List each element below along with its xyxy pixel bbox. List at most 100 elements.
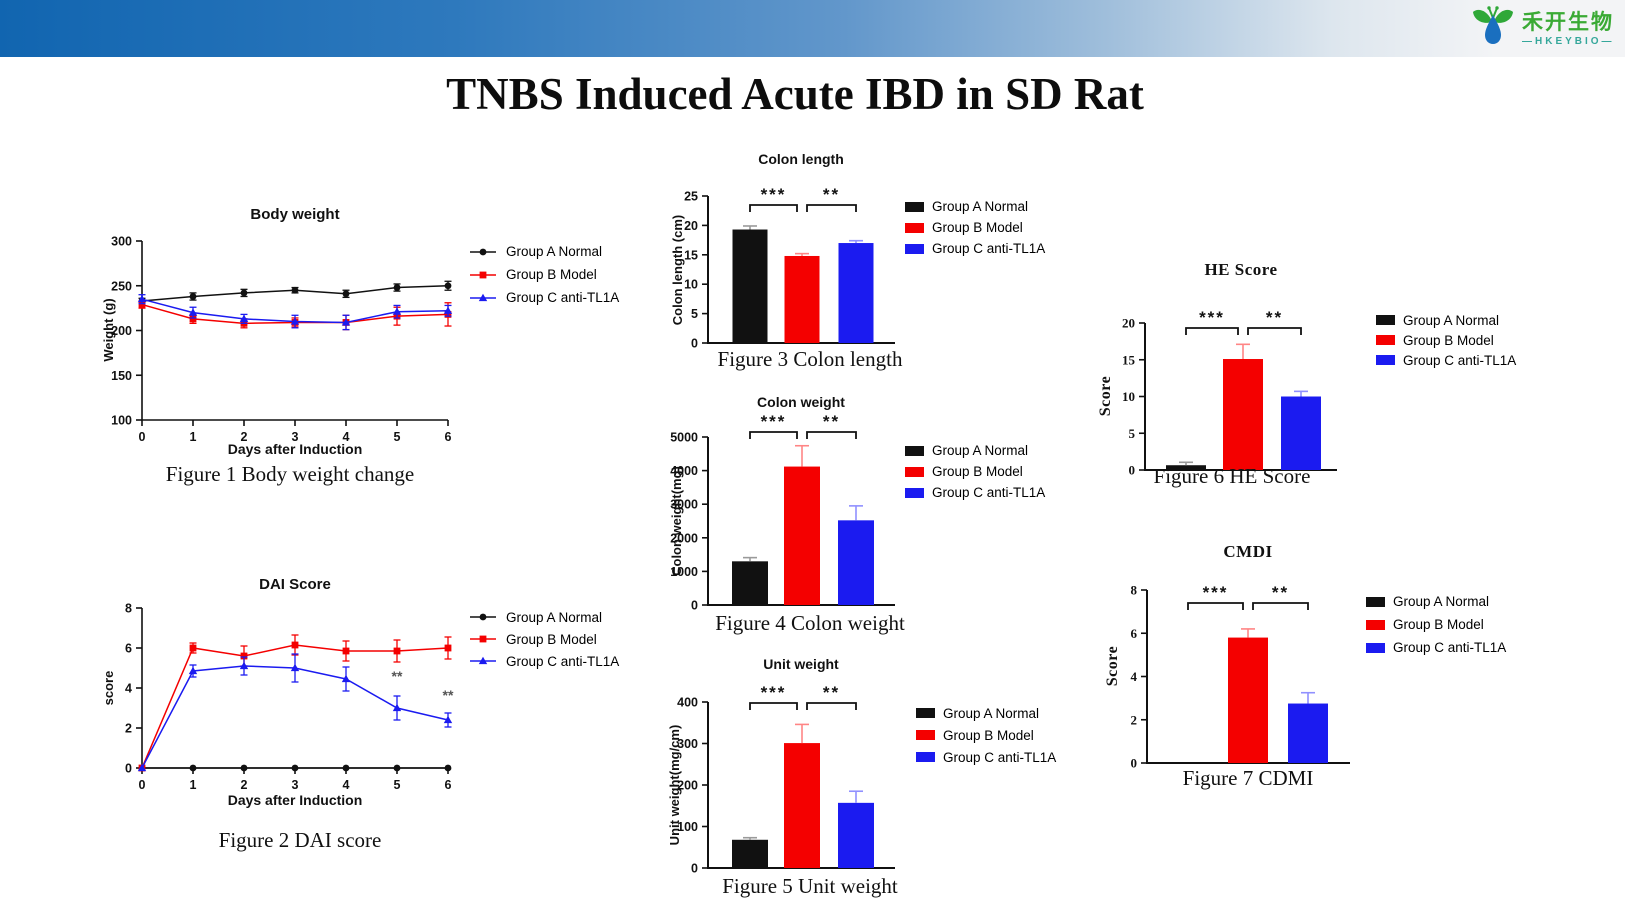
svg-text:10: 10 — [1122, 389, 1135, 404]
svg-text:100: 100 — [111, 414, 132, 428]
figure-1-xlabel: Days after Induction — [227, 441, 363, 457]
figure-3-caption: Figure 3 Colon length — [717, 347, 903, 371]
figure-3-legend: Group A Normal Group B Model Group C ant… — [905, 196, 1045, 259]
svg-text:0: 0 — [1131, 756, 1138, 771]
svg-text:6: 6 — [1131, 626, 1138, 641]
figure-7-legend: Group A Normal Group B Model Group C ant… — [1366, 590, 1506, 659]
line-triangle-marker-icon — [468, 654, 498, 668]
legend-item-group-a: Group A Normal — [905, 440, 1045, 461]
legend-item-group-b: Group B Model — [1366, 613, 1506, 636]
blue-swatch-icon — [905, 487, 924, 498]
legend-item-group-c: Group C anti-TL1A — [905, 482, 1045, 503]
legend-item-group-c: Group C anti-TL1A — [1366, 636, 1506, 659]
svg-text:0: 0 — [139, 778, 146, 792]
blue-swatch-icon — [916, 752, 935, 762]
red-swatch-icon — [905, 466, 924, 477]
figure-2-chart: 0 2 4 6 8 0 1 2 3 4 5 6 ** ** — [125, 602, 454, 793]
black-swatch-icon — [1376, 315, 1395, 325]
figure-2-legend: Group A Normal Group B Model Group C ant… — [468, 606, 619, 672]
svg-text:25: 25 — [684, 190, 698, 204]
svg-text:**: ** — [823, 412, 840, 431]
svg-text:2: 2 — [1131, 712, 1138, 727]
svg-text:0: 0 — [125, 762, 132, 776]
line-circle-marker-icon — [468, 610, 498, 624]
svg-text:4: 4 — [125, 682, 132, 696]
svg-text:5000: 5000 — [670, 431, 698, 445]
svg-text:6: 6 — [125, 642, 132, 656]
figure-1-chart: 100 150 200 250 300 0 1 2 3 4 5 6 — [111, 235, 453, 444]
legend-item-group-c: Group C anti-TL1A — [1376, 350, 1516, 370]
red-swatch-icon — [905, 222, 924, 233]
svg-text:5: 5 — [394, 430, 401, 444]
svg-text:***: *** — [761, 683, 787, 702]
svg-text:6: 6 — [445, 778, 452, 792]
svg-text:***: *** — [761, 185, 787, 204]
svg-text:**: ** — [1272, 583, 1289, 602]
svg-text:**: ** — [823, 683, 840, 702]
figure-6-caption: Figure 6 HE Score — [1153, 464, 1311, 488]
svg-text:3: 3 — [292, 778, 299, 792]
svg-text:2000: 2000 — [670, 531, 698, 545]
logo-company-abbr: —HKEYBIO— — [1522, 36, 1615, 47]
legend-item-group-a: Group A Normal — [468, 240, 619, 263]
figure-2-title: DAI Score — [259, 576, 331, 593]
logo-text-block: 禾开生物 —HKEYBIO— — [1522, 11, 1615, 47]
legend-item-group-c: Group C anti-TL1A — [905, 238, 1045, 259]
svg-text:8: 8 — [1131, 583, 1138, 598]
svg-text:300: 300 — [677, 737, 698, 751]
hkeybio-logo-icon — [1473, 6, 1513, 44]
figure-7-caption: Figure 7 CDMI — [1182, 766, 1314, 790]
svg-text:***: *** — [1203, 583, 1229, 602]
line-circle-marker-icon — [468, 245, 498, 259]
svg-text:15: 15 — [684, 248, 698, 262]
figure-7-title: CMDI — [1223, 542, 1273, 561]
figure-2-caption: Figure 2 DAI score — [218, 828, 382, 852]
figure-4-legend: Group A Normal Group B Model Group C ant… — [905, 440, 1045, 503]
blue-swatch-icon — [1366, 642, 1385, 653]
svg-text:2: 2 — [241, 778, 248, 792]
legend-item-group-a: Group A Normal — [1366, 590, 1506, 613]
svg-text:4: 4 — [343, 778, 350, 792]
svg-text:**: ** — [392, 668, 403, 684]
svg-text:**: ** — [1266, 308, 1283, 327]
legend-item-group-a: Group A Normal — [905, 196, 1045, 217]
svg-text:0: 0 — [691, 337, 698, 351]
black-swatch-icon — [905, 445, 924, 456]
figure-5-title: Unit weight — [763, 656, 839, 672]
svg-text:300: 300 — [111, 235, 132, 249]
blue-swatch-icon — [1376, 355, 1395, 365]
logo-company-name: 禾开生物 — [1522, 11, 1614, 34]
figure-1-caption: Figure 1 Body weight change — [165, 462, 415, 486]
svg-text:0: 0 — [691, 599, 698, 613]
legend-item-group-c: Group C anti-TL1A — [468, 650, 619, 672]
svg-text:0: 0 — [1129, 463, 1136, 478]
svg-text:20: 20 — [684, 219, 698, 233]
svg-text:***: *** — [761, 412, 787, 431]
red-swatch-icon — [916, 730, 935, 740]
figure-4-caption: Figure 4 Colon weight — [715, 611, 905, 635]
legend-item-group-a: Group A Normal — [1376, 310, 1516, 330]
figure-3-title: Colon length — [758, 151, 844, 167]
blue-swatch-icon — [905, 243, 924, 254]
hkeybio-logo: 禾开生物 —HKEYBIO— — [1470, 5, 1615, 53]
svg-text:1000: 1000 — [670, 565, 698, 579]
svg-text:20: 20 — [1122, 316, 1135, 331]
svg-text:4: 4 — [343, 430, 350, 444]
svg-text:0: 0 — [139, 430, 146, 444]
figure-4-title: Colon weight — [757, 394, 845, 410]
svg-text:0: 0 — [691, 862, 698, 876]
svg-text:4: 4 — [1131, 669, 1138, 684]
svg-text:**: ** — [823, 185, 840, 204]
legend-item-group-c: Group C anti-TL1A — [916, 746, 1056, 768]
svg-text:15: 15 — [1122, 352, 1136, 367]
svg-text:1: 1 — [190, 430, 197, 444]
figure-1-legend: Group A Normal Group B Model Group C ant… — [468, 240, 619, 309]
svg-text:4000: 4000 — [670, 464, 698, 478]
svg-text:1: 1 — [190, 778, 197, 792]
line-square-marker-icon — [468, 632, 498, 646]
